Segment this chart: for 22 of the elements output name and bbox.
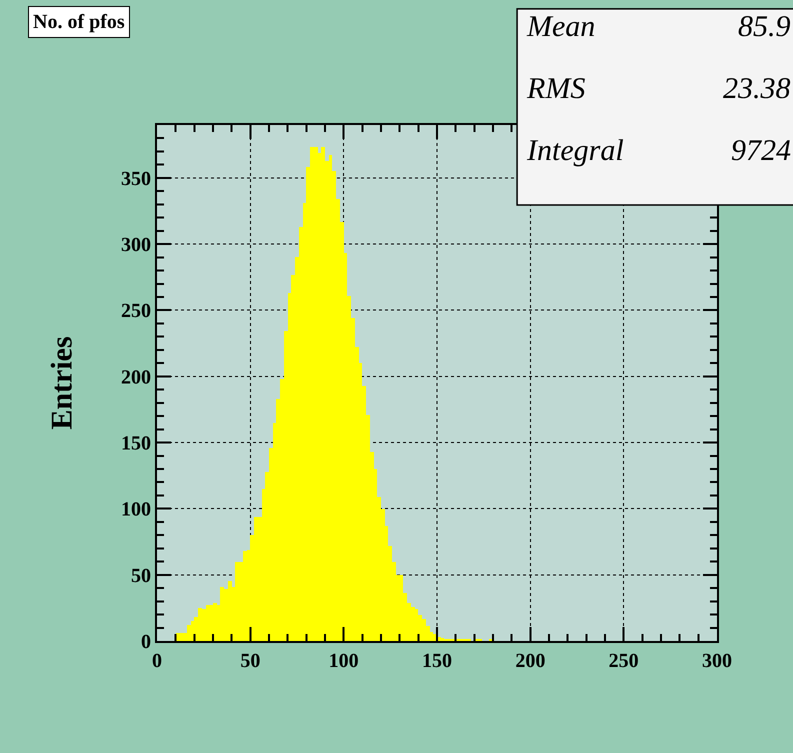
y-tick-label: 350 bbox=[121, 168, 151, 190]
y-tick-label: 100 bbox=[121, 498, 151, 521]
text: Mean bbox=[526, 10, 596, 43]
chart-title: No. of pfos bbox=[33, 11, 125, 33]
x-tick-label: 250 bbox=[608, 650, 639, 672]
x-tick-label: 50 bbox=[240, 650, 260, 672]
y-axis-title: Entries bbox=[46, 336, 78, 430]
text: 85.9 bbox=[738, 10, 790, 43]
y-tick-label: 250 bbox=[121, 300, 151, 322]
y-tick-label: 50 bbox=[131, 564, 151, 587]
y-tick-label: 0 bbox=[141, 631, 151, 653]
text: RMS bbox=[526, 72, 586, 105]
y-tick-label: 300 bbox=[121, 234, 151, 256]
annotation: Integral bbox=[526, 134, 624, 167]
y-tick-label: 200 bbox=[121, 366, 151, 388]
x-tick-label: 300 bbox=[702, 650, 732, 672]
x-tick-label: 100 bbox=[328, 650, 359, 672]
text: 23.38 bbox=[723, 72, 790, 105]
x-tick-label: 200 bbox=[515, 650, 546, 672]
x-tick-label: 150 bbox=[422, 650, 452, 672]
y-tick-label: 150 bbox=[121, 432, 151, 455]
text: 9724 bbox=[731, 134, 791, 167]
